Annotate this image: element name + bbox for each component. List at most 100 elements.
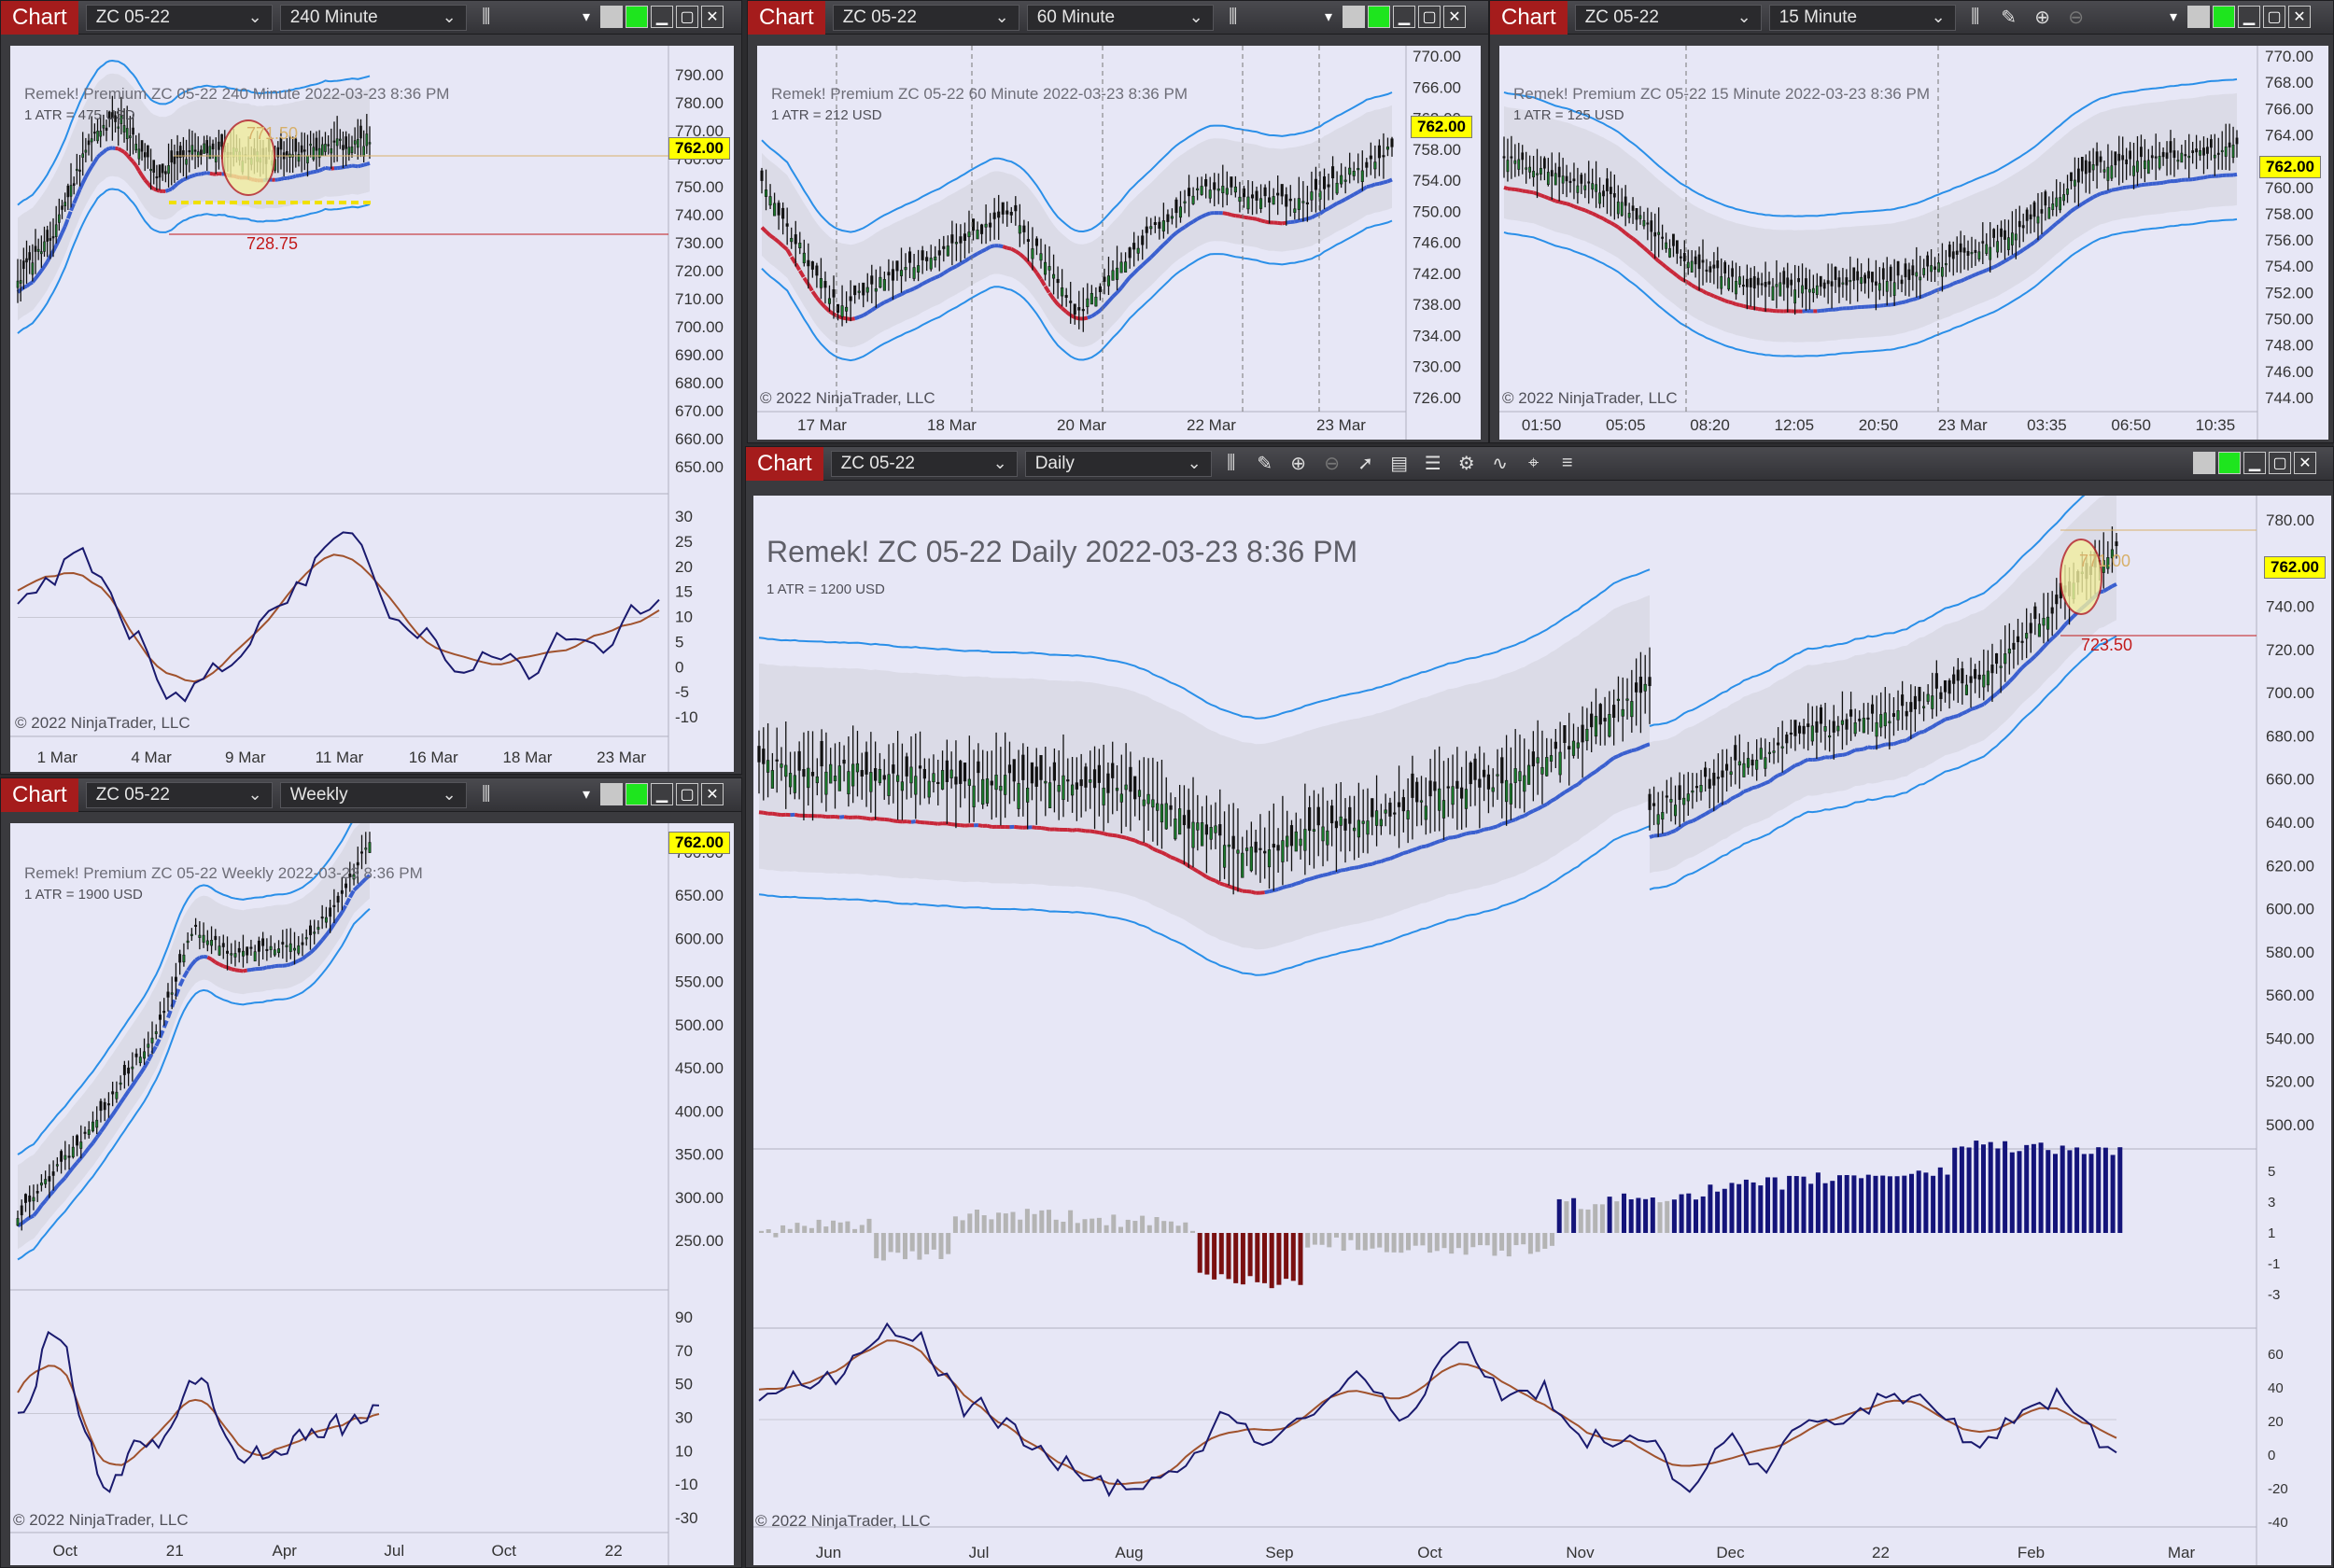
close-icon[interactable]: ✕ (2288, 6, 2311, 28)
interval-selector[interactable]: Weekly ⌄ (279, 781, 467, 808)
minimize-icon[interactable]: ▁ (2243, 452, 2266, 474)
chart-menu-button[interactable]: Chart (746, 447, 823, 481)
link-button[interactable] (2187, 6, 2210, 28)
close-icon[interactable]: ✕ (2294, 452, 2316, 474)
maximize-icon[interactable]: ▢ (676, 783, 698, 805)
chevron-down-icon[interactable]: ▾ (2169, 9, 2178, 25)
interval-selector[interactable]: 60 Minute ⌄ (1026, 4, 1214, 31)
interval-selector[interactable]: 240 Minute ⌄ (279, 4, 467, 31)
link-button[interactable] (1343, 6, 1365, 28)
minimize-icon[interactable]: ▁ (1393, 6, 1415, 28)
trend-dash (1152, 847, 1159, 853)
trend-dash (1094, 830, 1100, 835)
minimize-icon[interactable]: ▁ (651, 6, 673, 28)
bar-chart-icon[interactable]: ⫼ (1971, 7, 1980, 27)
maximize-icon[interactable]: ▢ (2269, 452, 2291, 474)
candle-body (147, 145, 149, 158)
candle-body (1031, 248, 1034, 259)
candle-body (1156, 803, 1160, 811)
candle-body (1974, 668, 1977, 679)
candle-body (833, 776, 837, 781)
link-button[interactable] (2193, 452, 2215, 474)
trend-dash (1970, 706, 1976, 711)
sync-button[interactable] (626, 6, 648, 28)
instrument-selector[interactable]: ZC 05-22 ⌄ (1574, 4, 1762, 31)
histogram-bar (1851, 1175, 1857, 1233)
bar-chart-icon[interactable]: ⫼ (482, 784, 491, 805)
chevron-down-icon[interactable]: ▾ (1324, 9, 1333, 25)
candle-body (1956, 669, 1960, 681)
properties-icon[interactable]: ☰ (1424, 454, 1441, 474)
plot-area[interactable]: 700.00650.00600.00550.00500.00450.00400.… (10, 823, 734, 1565)
chevron-down-icon[interactable]: ▾ (582, 9, 591, 25)
sync-button[interactable] (2218, 452, 2241, 474)
trend-dash (1264, 889, 1270, 895)
trend-dash (48, 1189, 55, 1197)
trend-dash (1720, 297, 1726, 303)
trend-dash (1753, 306, 1759, 312)
bar-chart-icon[interactable]: ⫼ (1227, 453, 1236, 473)
zoom-in-icon[interactable]: ⊕ (2034, 7, 2051, 28)
histogram-bar (1880, 1175, 1886, 1233)
maximize-icon[interactable]: ▢ (1418, 6, 1441, 28)
maximize-icon[interactable]: ▢ (676, 6, 698, 28)
candle-body (1879, 714, 1883, 728)
sync-button[interactable] (626, 783, 648, 805)
chart-menu-button[interactable]: Chart (748, 1, 825, 35)
zoom-out-icon[interactable]: ⊖ (2068, 7, 2085, 28)
minimize-icon[interactable]: ▁ (2238, 6, 2260, 28)
alert-icon[interactable]: ⌖ (1528, 453, 1540, 473)
list-icon[interactable]: ≡ (1561, 453, 1573, 473)
plot-area[interactable]: 790.00780.00770.00760.00750.00740.00730.… (10, 46, 734, 772)
histogram-bar (2096, 1147, 2102, 1233)
instrument-selector[interactable]: ZC 05-22 ⌄ (832, 4, 1019, 31)
instrument-selector[interactable]: ZC 05-22 ⌄ (85, 781, 273, 808)
trend-dash (87, 165, 93, 173)
candle-body (1955, 250, 1959, 255)
chart-menu-button[interactable]: Chart (1, 1, 78, 35)
instrument-selector[interactable]: ZC 05-22 ⌄ (830, 450, 1018, 477)
strategy-icon[interactable]: ⚙ (1457, 454, 1475, 474)
interval-selector[interactable]: Daily ⌄ (1024, 450, 1212, 477)
indicator-icon[interactable]: ∿ (1492, 454, 1509, 474)
zoom-out-icon[interactable]: ⊖ (1324, 454, 1341, 474)
chart-menu-button[interactable]: Chart (1490, 1, 1568, 35)
sync-button[interactable] (2213, 6, 2235, 28)
zoom-in-icon[interactable]: ⊕ (1290, 454, 1307, 474)
plot-area[interactable]: 770.00766.00762.00758.00754.00750.00746.… (757, 46, 1481, 440)
histogram-bar (1463, 1233, 1469, 1255)
maximize-icon[interactable]: ▢ (2263, 6, 2285, 28)
trend-dash (24, 1216, 31, 1223)
candle-body (1962, 247, 1966, 253)
link-button[interactable] (600, 783, 623, 805)
price-tick-label: -20 (2268, 1481, 2288, 1497)
candle-body (770, 770, 774, 789)
close-icon[interactable]: ✕ (701, 6, 724, 28)
bar-chart-icon[interactable]: ⫼ (1229, 7, 1238, 27)
close-icon[interactable]: ✕ (701, 783, 724, 805)
pencil-icon[interactable]: ✎ (1257, 454, 1273, 474)
candle-body (1089, 779, 1092, 783)
minimize-icon[interactable]: ▁ (651, 783, 673, 805)
trend-dash (1232, 886, 1239, 891)
link-button[interactable] (600, 6, 623, 28)
trend-dash (1158, 243, 1165, 251)
plot-area[interactable]: 780.00760.00740.00720.00700.00680.00660.… (753, 496, 2331, 1565)
trend-dash (2111, 582, 2117, 588)
instrument-selector[interactable]: ZC 05-22 ⌄ (85, 4, 273, 31)
trend-dash (1246, 889, 1252, 894)
chevron-down-icon[interactable]: ▾ (582, 787, 591, 803)
interval-selector[interactable]: 15 Minute ⌄ (1768, 4, 1956, 31)
close-icon[interactable]: ✕ (1443, 6, 1466, 28)
pointer-icon[interactable]: ➚ (1357, 454, 1374, 474)
plot-area[interactable]: 770.00768.00766.00764.00762.00760.00758.… (1499, 46, 2328, 440)
trend-dash (1657, 259, 1664, 266)
chart-menu-button[interactable]: Chart (1, 778, 78, 812)
bar-chart-icon[interactable]: ⫼ (482, 7, 491, 27)
pencil-icon[interactable]: ✎ (2001, 7, 2018, 28)
sync-button[interactable] (1368, 6, 1390, 28)
trend-dash (1971, 273, 1976, 278)
candle-body (989, 222, 992, 228)
data-box-icon[interactable]: ▤ (1390, 454, 1409, 474)
candle-body (1742, 285, 1745, 287)
